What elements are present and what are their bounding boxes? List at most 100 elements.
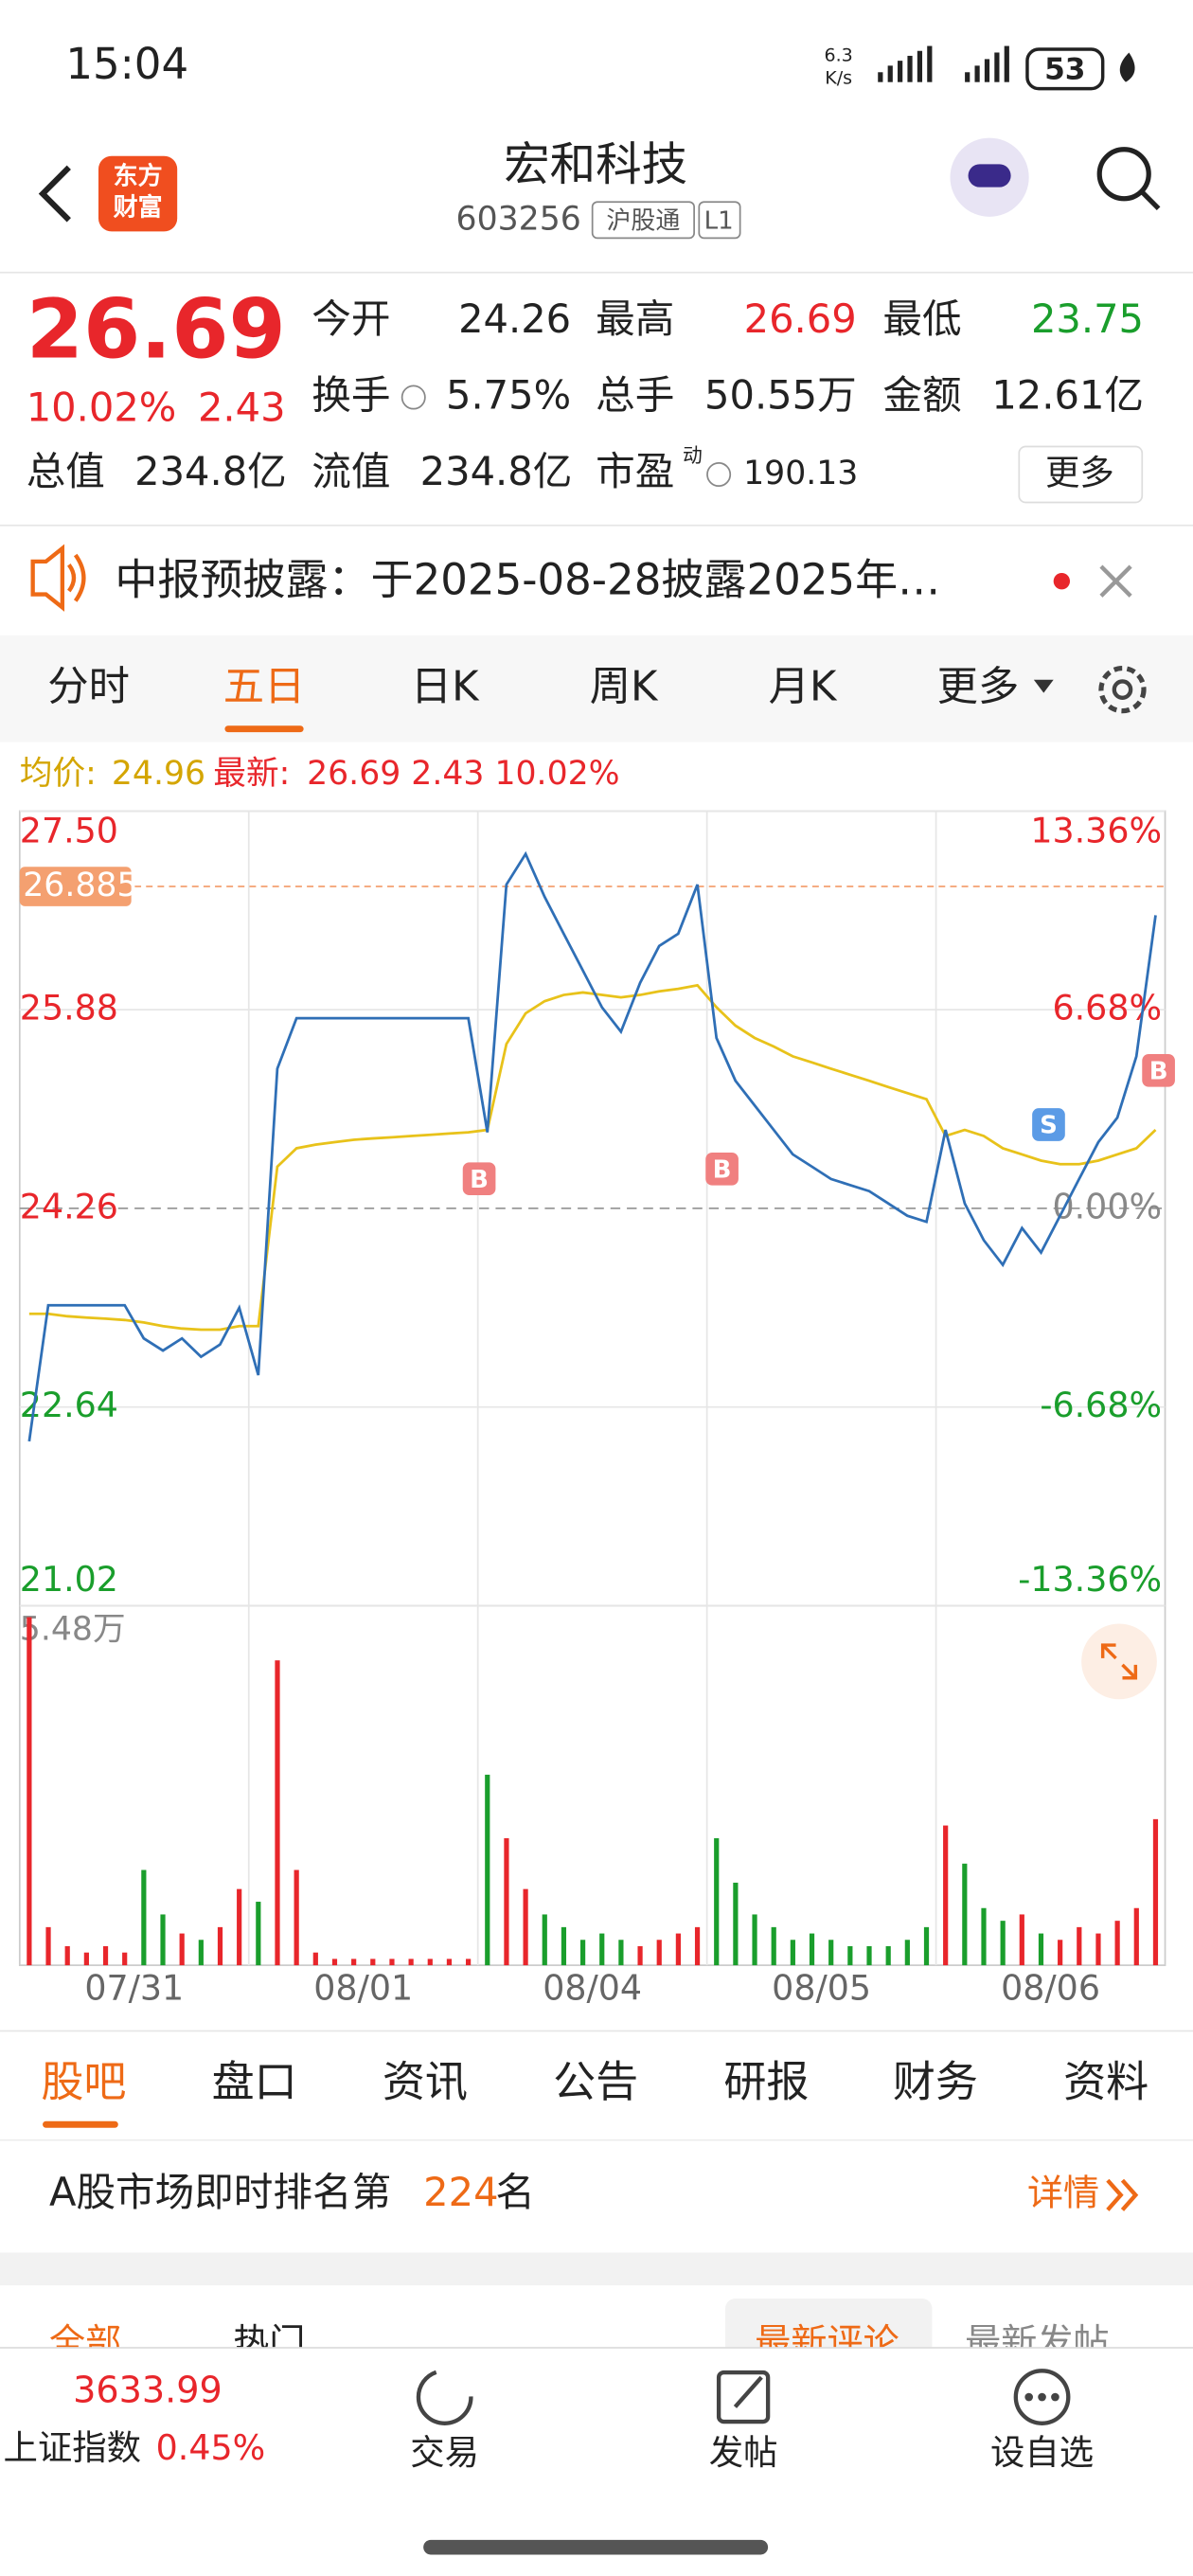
volume-bar — [599, 1933, 605, 1966]
volume-bar — [446, 1959, 453, 1966]
rank-number: 224 — [423, 2169, 498, 2215]
volume-bar — [523, 1888, 528, 1966]
volume-bar — [885, 1945, 891, 1966]
detail-arrow — [1106, 2178, 1139, 2211]
volume-bar — [1077, 1926, 1082, 1966]
field-label: 金额 — [882, 371, 961, 418]
index-name[interactable]: 上证指数 — [3, 2427, 141, 2468]
search-button[interactable] — [1096, 147, 1151, 202]
nav-button[interactable]: 发帖 — [709, 2432, 778, 2473]
nav-button[interactable]: 设自选 — [990, 2432, 1094, 2473]
volume-bar — [637, 1945, 643, 1966]
field-label: 总手 — [596, 371, 674, 418]
volume-bar — [561, 1926, 567, 1966]
y-tick-label: 21.02 — [20, 1559, 118, 1600]
chart-tab[interactable]: 月K — [769, 664, 838, 711]
volume-bar — [256, 1902, 261, 1966]
avg-value: 24.96 — [112, 755, 205, 793]
volume-bar — [752, 1914, 757, 1966]
volume-bar — [331, 1959, 338, 1966]
settings-button[interactable] — [1098, 665, 1147, 714]
volume-bar — [122, 1952, 128, 1966]
rank-suffix: 名 — [495, 2169, 535, 2215]
index-value[interactable]: 3633.99 — [73, 2369, 223, 2410]
volume-bar — [866, 1945, 872, 1966]
field-value: 190.13 — [743, 455, 858, 492]
volume-bar — [102, 1945, 109, 1966]
volume-tick-label: 5.48万 — [20, 1610, 126, 1648]
volume-bar — [485, 1774, 490, 1966]
expand-button[interactable] — [1081, 1623, 1157, 1700]
avg-label: 均价: — [20, 755, 97, 793]
info-tab[interactable]: 财务 — [893, 2057, 978, 2107]
chart-tab[interactable]: 周K — [590, 664, 659, 711]
index-change: 0.45% — [156, 2427, 266, 2468]
info-tab[interactable]: 公告 — [553, 2057, 638, 2107]
field-value: 234.8亿 — [420, 448, 573, 494]
info-tab[interactable]: 资讯 — [383, 2057, 468, 2107]
volume-bar — [389, 1959, 395, 1966]
latest-value: 26.69 2.43 10.02% — [307, 755, 620, 793]
volume-bar — [579, 1940, 586, 1966]
volume-bar — [427, 1959, 433, 1966]
info-tab[interactable]: 盘口 — [212, 2057, 297, 2107]
field-label: 今开 — [312, 295, 390, 342]
chart-tab[interactable]: 更多 — [937, 664, 1020, 711]
latest-label: 最新: — [213, 755, 290, 793]
more-label: 更多 — [1045, 453, 1114, 493]
info-tab[interactable]: 资料 — [1063, 2057, 1148, 2107]
tag-box — [698, 201, 741, 240]
volume-bar — [1000, 1921, 1006, 1966]
bottom-nav — [0, 2348, 1193, 2576]
trade-marker[interactable] — [1142, 1053, 1175, 1087]
info-tab[interactable]: 股吧 — [41, 2057, 126, 2107]
notice-text[interactable]: 中报预披露：于2025-08-28披露2025年… — [115, 554, 940, 604]
watch-icon — [1013, 2369, 1071, 2425]
volume-bar — [237, 1888, 242, 1966]
logo-text: 财富 — [114, 193, 163, 223]
chart-tab[interactable]: 分时 — [47, 664, 130, 711]
volume-bar — [714, 1837, 720, 1966]
close-button[interactable] — [1099, 564, 1132, 598]
field-sup: 动 — [683, 444, 703, 467]
volume-bar — [1038, 1933, 1044, 1966]
dots — [1024, 2392, 1059, 2402]
volume-bar — [64, 1945, 70, 1966]
y-tick-label: 27.50 — [20, 810, 118, 850]
clock: 15:04 — [65, 39, 188, 89]
back-button[interactable] — [38, 165, 71, 223]
field-value: 12.61亿 — [991, 371, 1144, 418]
battery-level: 53 — [1044, 53, 1085, 87]
notice-dot — [1053, 573, 1071, 590]
settings-core — [1112, 679, 1133, 700]
field-value: 234.8亿 — [134, 448, 287, 494]
detail-link[interactable]: 详情 — [1027, 2172, 1099, 2213]
nav-button[interactable]: 交易 — [410, 2432, 479, 2473]
volume-bar — [675, 1933, 681, 1966]
stock-name: 宏和科技 — [504, 138, 687, 191]
field-label: 市盈 — [596, 448, 674, 494]
volume-bar — [771, 1926, 776, 1966]
volume-bar — [466, 1959, 472, 1966]
chart-tab[interactable]: 五日 — [223, 664, 306, 711]
y2-tick-label: -13.36% — [1018, 1559, 1162, 1600]
volume-bar — [83, 1952, 89, 1966]
chart-tab[interactable]: 日K — [411, 664, 480, 711]
more-button[interactable] — [1018, 445, 1144, 504]
trade-marker[interactable] — [705, 1152, 739, 1186]
volume-bar — [504, 1837, 509, 1966]
trade-marker[interactable] — [462, 1162, 496, 1196]
price: 26.69 — [27, 283, 286, 378]
volume-bar — [370, 1959, 376, 1966]
speaker-icon — [30, 544, 86, 612]
volume-bar — [618, 1940, 624, 1966]
volume-bar — [294, 1869, 299, 1966]
field-label: 最高 — [596, 295, 674, 342]
trade-marker-label: B — [470, 1166, 489, 1194]
leaf-icon — [1119, 52, 1135, 82]
trade-marker[interactable] — [1032, 1108, 1065, 1141]
volume-bar — [1152, 1818, 1159, 1966]
info-tab[interactable]: 研报 — [723, 2057, 809, 2107]
volume-bar — [923, 1926, 930, 1966]
